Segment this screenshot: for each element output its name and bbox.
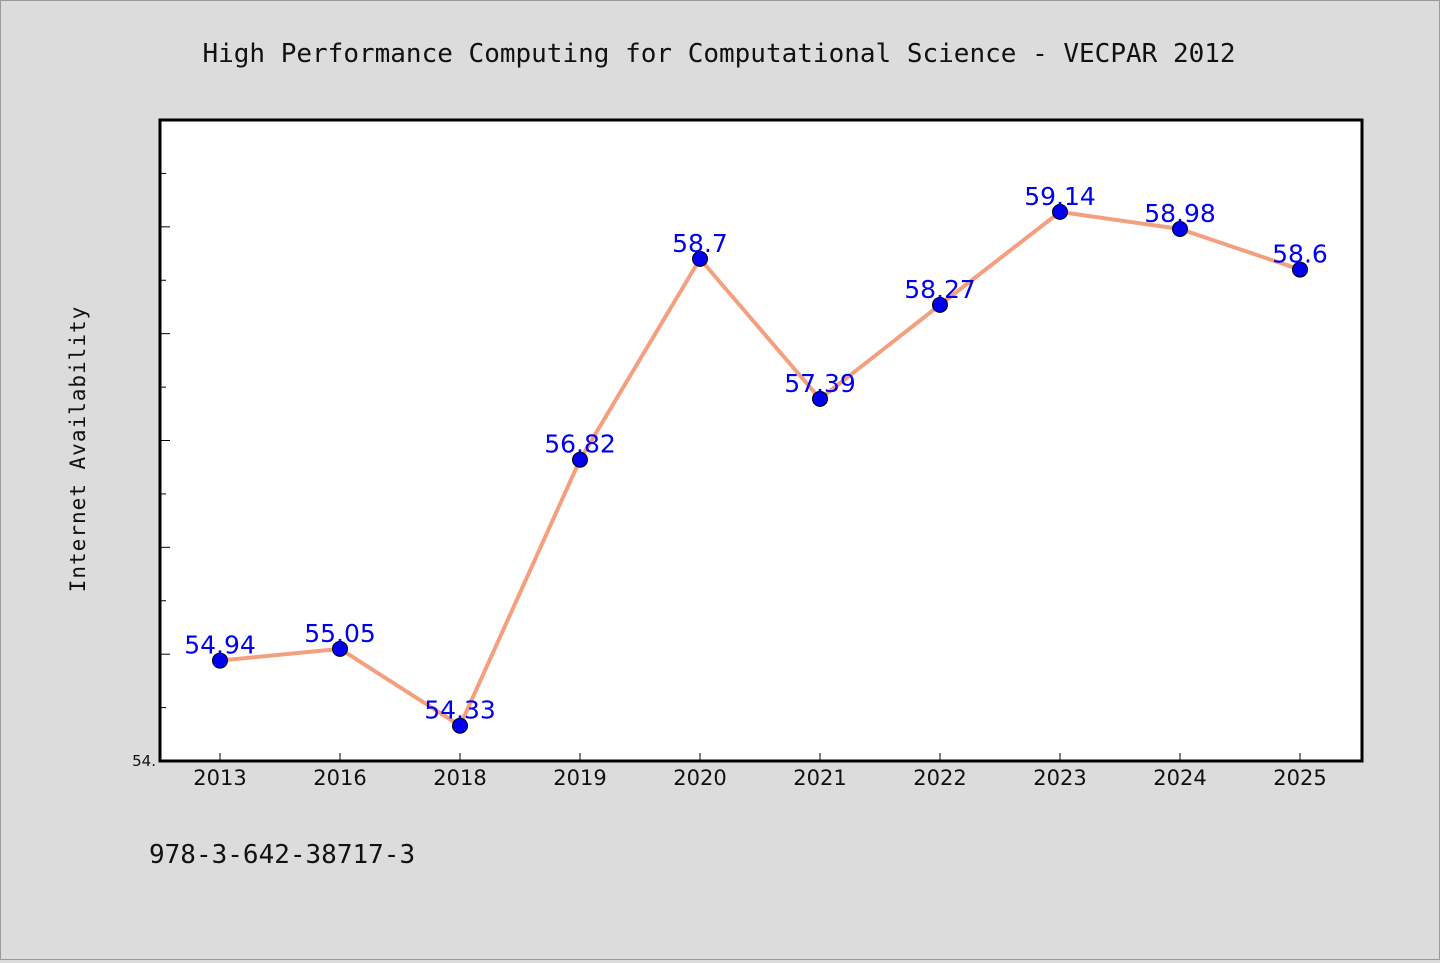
x-tick-label: 2020 (673, 766, 726, 790)
data-point (932, 296, 948, 313)
data-label: 54.33 (424, 696, 496, 725)
x-tick-label: 2019 (553, 766, 606, 790)
data-label: 58.6 (1272, 240, 1328, 269)
data-point (452, 717, 468, 734)
x-tick-label: 2016 (313, 766, 366, 790)
x-tick-label: 2024 (1153, 766, 1206, 790)
x-tick-label: 2025 (1273, 766, 1326, 790)
data-label: 58.98 (1144, 199, 1216, 228)
x-axis-ticks: 2013 2016 2018 2019 2020 2021 2022 2023 2024 2025 (193, 753, 1327, 790)
x-tick-label: 2022 (913, 766, 966, 790)
data-label: 54.94 (184, 631, 256, 660)
data-point (1052, 203, 1068, 220)
data-point (812, 390, 828, 407)
series-line (219, 209, 1301, 728)
x-tick-label: 2013 (193, 766, 246, 790)
chart-title: High Performance Computing for Computati… (202, 39, 1235, 69)
data-point (212, 652, 228, 669)
x-tick-label: 2018 (433, 766, 486, 790)
y-axis-label: Internet Availability (66, 306, 90, 593)
x-tick-label: 2023 (1033, 766, 1086, 790)
data-label: 58.7 (672, 229, 728, 258)
footer-isbn: 978-3-642-38717-3 (149, 840, 415, 870)
data-point (332, 640, 348, 657)
data-point (1292, 261, 1308, 278)
data-label: 57.39 (784, 369, 856, 398)
series-line-group (219, 209, 1301, 728)
data-point (1172, 220, 1188, 237)
data-point (572, 451, 588, 468)
data-labels-group: 54.94 55.05 54.33 56.82 58.7 57.39 58.27 59.14 5… (184, 182, 1328, 725)
y-tick-label: 54. (132, 752, 156, 770)
markers-group (212, 203, 1308, 734)
data-label: 56.82 (544, 430, 616, 459)
y-axis-ticks: 54. (132, 119, 170, 770)
x-tick-label: 2021 (793, 766, 846, 790)
data-label: 59.14 (1024, 182, 1096, 211)
data-label: 55.05 (304, 619, 376, 648)
data-label: 58.27 (904, 275, 976, 304)
data-point (692, 250, 708, 267)
